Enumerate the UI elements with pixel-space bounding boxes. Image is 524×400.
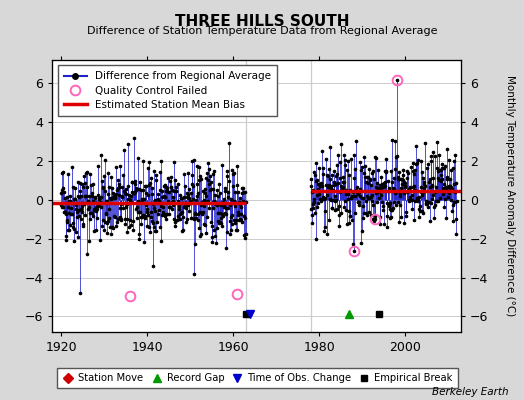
Y-axis label: Monthly Temperature Anomaly Difference (°C): Monthly Temperature Anomaly Difference (… <box>505 75 515 317</box>
Legend: Station Move, Record Gap, Time of Obs. Change, Empirical Break: Station Move, Record Gap, Time of Obs. C… <box>58 368 457 388</box>
Text: Berkeley Earth: Berkeley Earth <box>432 387 508 397</box>
Text: THREE HILLS SOUTH: THREE HILLS SOUTH <box>174 14 350 29</box>
Text: Difference of Station Temperature Data from Regional Average: Difference of Station Temperature Data f… <box>87 26 437 36</box>
